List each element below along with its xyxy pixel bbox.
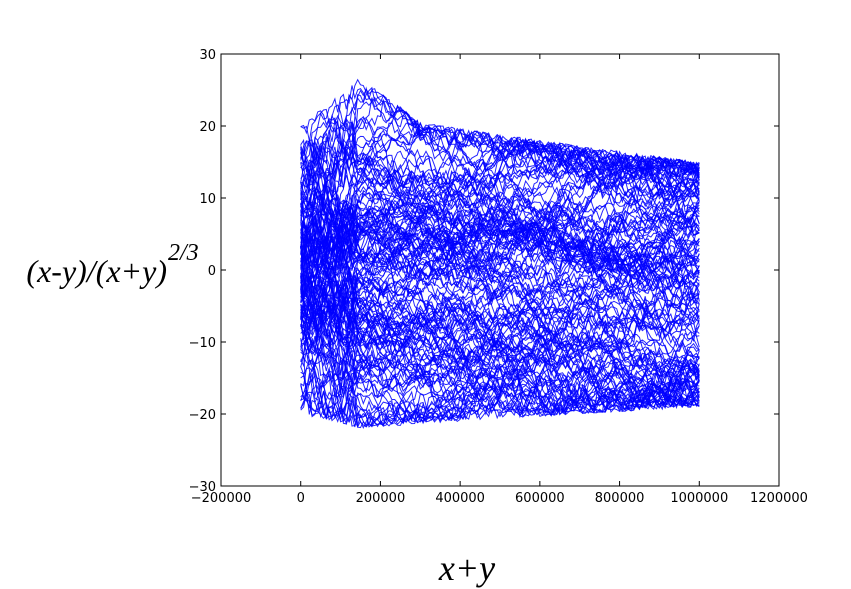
x-axis-label: x+y	[438, 548, 495, 588]
x-tick-label: 200000	[356, 491, 406, 506]
plot-area	[300, 78, 700, 430]
y-tick-label: 0	[208, 264, 216, 279]
trajectory-series	[300, 303, 700, 417]
trajectory-series	[300, 325, 700, 429]
trajectory-series	[300, 117, 700, 218]
trajectory-series	[300, 358, 700, 420]
trajectory-series	[300, 122, 700, 287]
trajectory-series	[300, 203, 700, 351]
y-tick-label: −10	[189, 336, 216, 351]
y-axis-label: (x-y)/(x+y)	[26, 253, 167, 289]
trajectory-series	[300, 186, 700, 269]
trajectory-series	[300, 88, 700, 199]
x-axis: −200000 0 200000 400000 600000 800000 1000000 1…	[191, 54, 808, 506]
y-tick-label: 20	[199, 120, 216, 135]
trajectory-series	[300, 157, 700, 315]
trajectory-series	[300, 350, 700, 427]
trajectory-series	[300, 143, 700, 319]
trajectory-series	[300, 227, 700, 413]
trajectory-series	[300, 188, 700, 282]
y-tick-label: −30	[189, 480, 216, 495]
trajectory-series	[300, 144, 700, 218]
trajectory-series	[300, 265, 700, 358]
trajectory-series	[300, 203, 700, 273]
x-tick-label: 1200000	[750, 491, 808, 506]
trajectory-series	[300, 262, 700, 415]
trajectory-series	[300, 140, 700, 276]
y-axis: −30 −20 −10 0 10 20 30	[189, 48, 779, 495]
trajectory-series	[300, 321, 700, 423]
trajectory-series	[300, 182, 700, 341]
x-tick-label: 800000	[595, 491, 645, 506]
trajectory-series	[300, 234, 700, 317]
x-tick-label: 600000	[515, 491, 565, 506]
trajectory-series	[300, 279, 700, 407]
trajectory-series	[300, 191, 700, 351]
x-tick-label: 400000	[435, 491, 485, 506]
x-tick-label: 0	[297, 491, 305, 506]
y-tick-label: 10	[199, 192, 216, 207]
trajectory-series	[300, 307, 700, 412]
trajectory-series	[300, 223, 700, 322]
trajectory-series	[300, 134, 700, 215]
x-tick-label: −200000	[191, 491, 252, 506]
trajectory-series	[300, 255, 700, 372]
trajectory-series	[300, 121, 700, 220]
trajectory-series	[300, 263, 700, 354]
trajectory-series	[300, 151, 700, 275]
trajectory-series	[300, 138, 700, 240]
trajectory-series	[300, 218, 700, 348]
trajectory-series	[300, 297, 700, 392]
trajectory-series	[300, 273, 700, 366]
trajectory-series	[300, 204, 700, 351]
x-tick-label: 1000000	[670, 491, 728, 506]
y-tick-label: −20	[189, 408, 216, 423]
trajectory-series	[300, 202, 700, 313]
trajectory-series	[300, 273, 700, 415]
trajectory-series	[300, 207, 700, 373]
y-tick-label: 30	[199, 48, 216, 63]
trajectory-series	[300, 281, 700, 378]
trajectory-series	[300, 172, 700, 367]
y-axis-label-exponent: 2/3	[168, 240, 199, 266]
trajectory-series	[300, 354, 700, 428]
